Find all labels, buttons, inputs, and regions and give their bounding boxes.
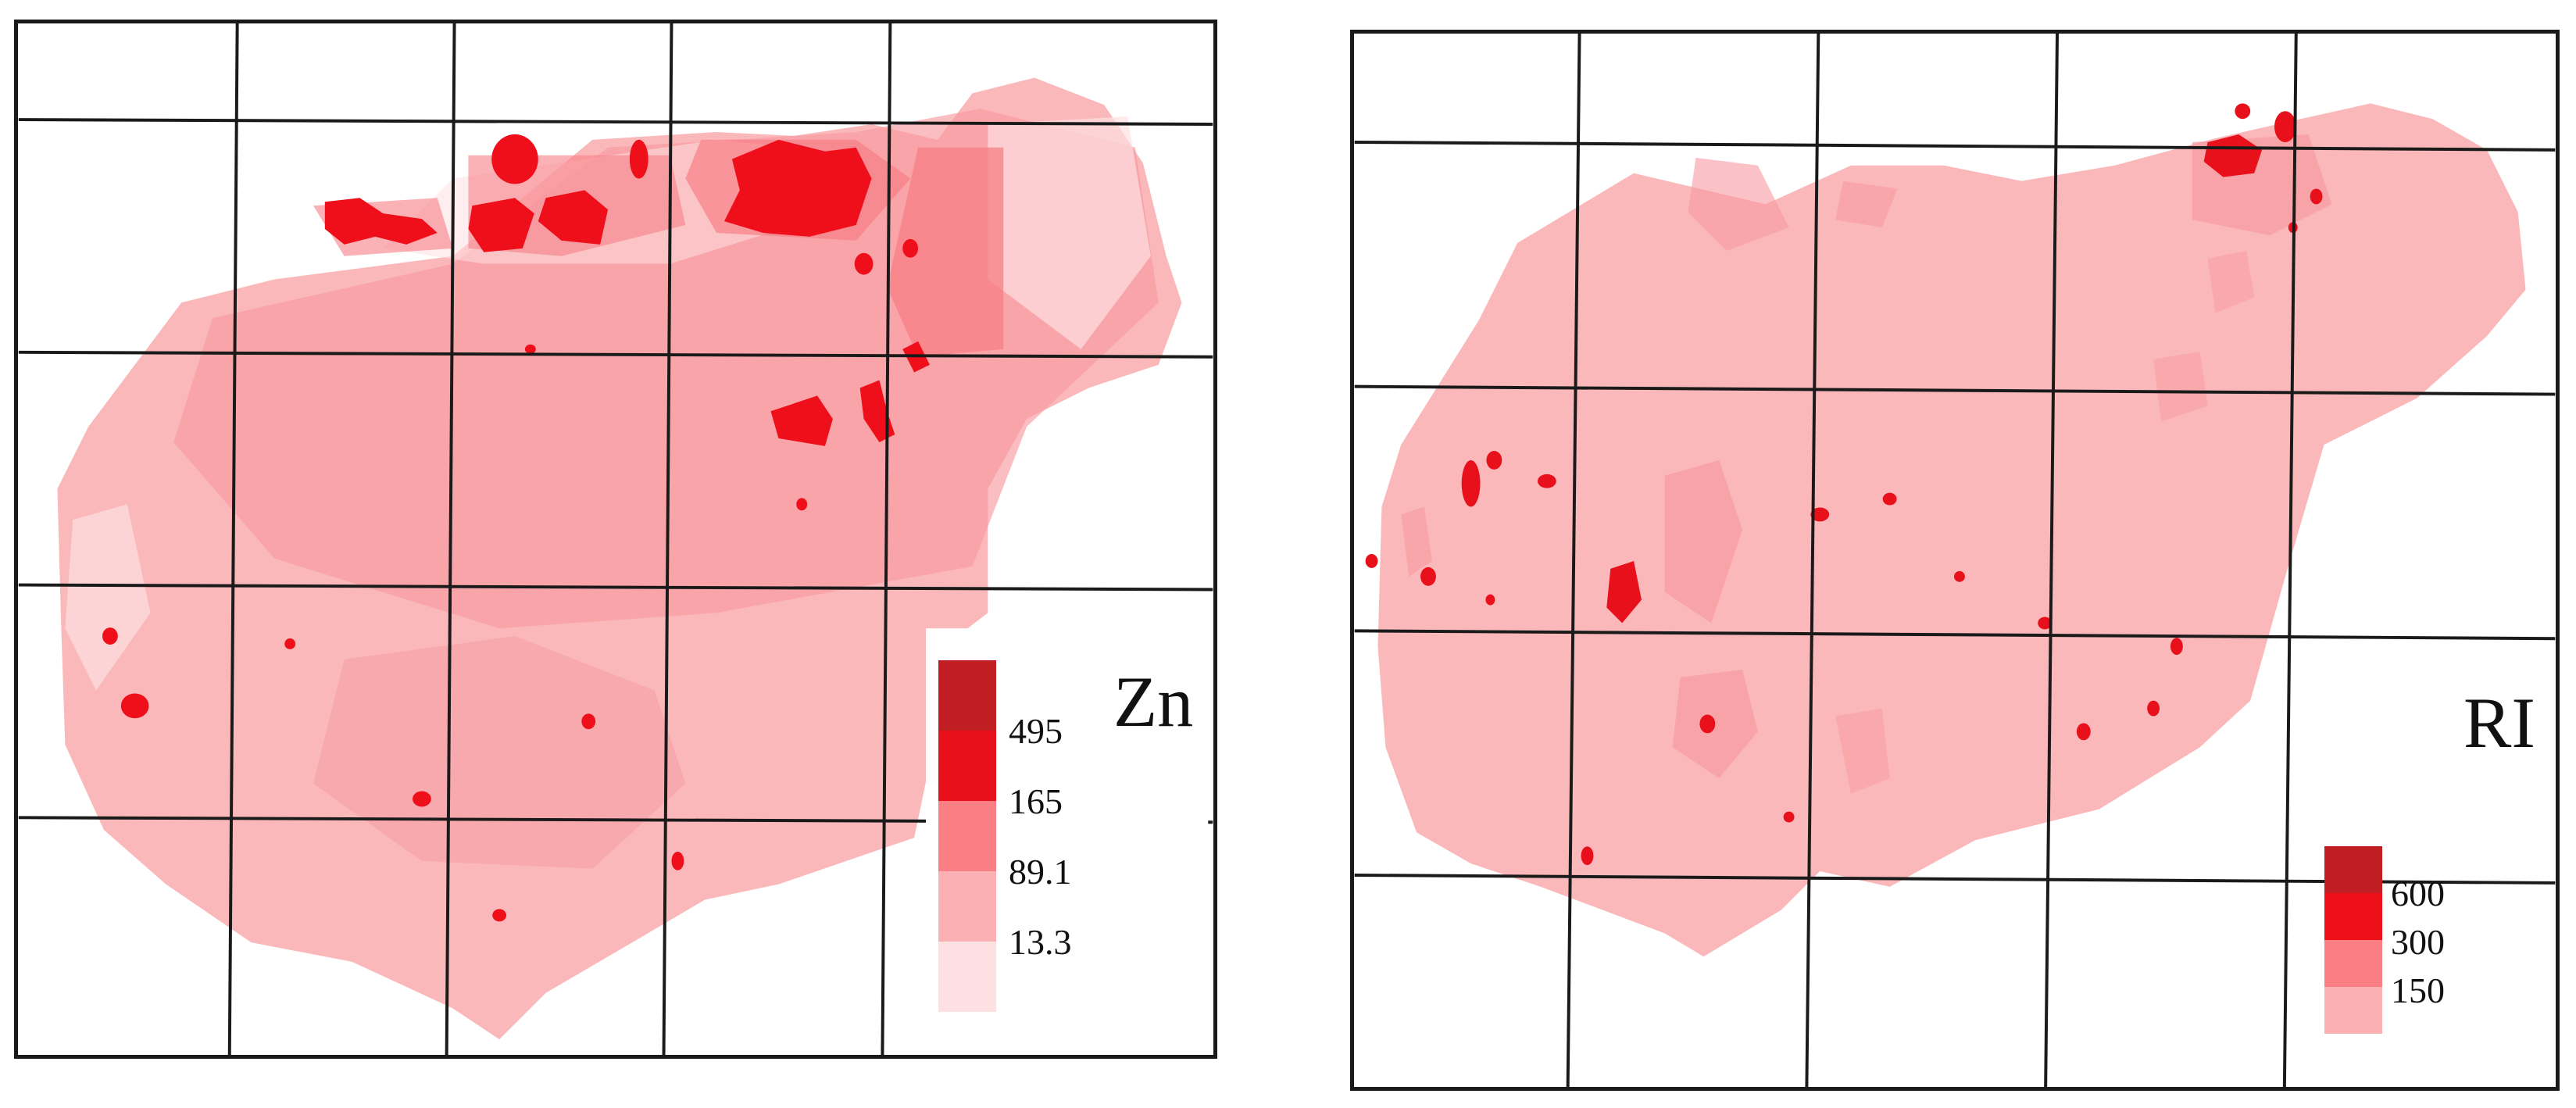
zn-legend-swatch-2: [938, 731, 996, 801]
zn-legend-swatch-3: [938, 801, 996, 871]
zn-map-title: Zn: [1113, 662, 1194, 742]
ri-map-title: RI: [2463, 683, 2535, 763]
zn-legend-swatch-5: [938, 942, 996, 1012]
zn-legend: 495 165 89.1 13.3: [938, 660, 1118, 1012]
ri-hotspots: [1365, 103, 2323, 866]
ri-legend-label-150: 150: [2391, 970, 2445, 1010]
zn-legend-label-495: 495: [1009, 711, 1063, 751]
zn-legend-label-89-1: 89.1: [1009, 852, 1072, 892]
ri-legend-label-300: 300: [2391, 922, 2445, 962]
ri-legend-swatch-2: [2324, 893, 2382, 940]
ri-island-shape: [1377, 103, 2526, 957]
ri-legend-swatch-1: [2324, 846, 2382, 893]
zn-map-canvas: [18, 23, 1213, 1055]
ri-legend: 600 300 150: [2324, 846, 2496, 1034]
zn-grid-lines: [18, 23, 1213, 1055]
ri-legend-swatch-3: [2324, 940, 2382, 987]
zn-legend-label-13-3: 13.3: [1009, 922, 1072, 962]
ri-map-panel: RI 600 300 150: [1350, 30, 2560, 1091]
zn-legend-label-165: 165: [1009, 781, 1063, 821]
zn-hotspots: [102, 134, 930, 922]
ri-legend-label-600: 600: [2391, 874, 2445, 913]
ri-legend-swatch-4: [2324, 987, 2382, 1034]
zn-map-panel: Zn 495 165 89.1 13.3: [14, 20, 1217, 1059]
zn-legend-swatch-1: [938, 660, 996, 731]
zn-legend-swatch-4: [938, 871, 996, 942]
